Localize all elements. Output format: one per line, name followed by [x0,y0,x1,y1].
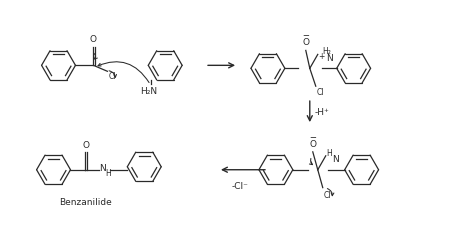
Text: H: H [105,169,111,178]
Text: O: O [309,140,316,149]
Text: Cl: Cl [109,72,116,81]
Text: -Cl⁻: -Cl⁻ [232,182,248,191]
Text: N: N [326,54,332,63]
Text: +: + [318,52,324,61]
Text: O: O [302,39,310,47]
Text: O: O [83,141,90,150]
Text: H₂: H₂ [322,47,331,56]
Text: N: N [100,164,106,173]
Text: H: H [327,149,332,158]
Text: N: N [332,155,338,164]
Text: -H⁺: -H⁺ [315,107,329,117]
Text: O: O [90,36,97,44]
Text: Cl: Cl [324,191,331,200]
Text: Benzanilide: Benzanilide [59,198,112,206]
Text: Cl: Cl [317,88,324,97]
Text: H₂N: H₂N [140,87,157,96]
